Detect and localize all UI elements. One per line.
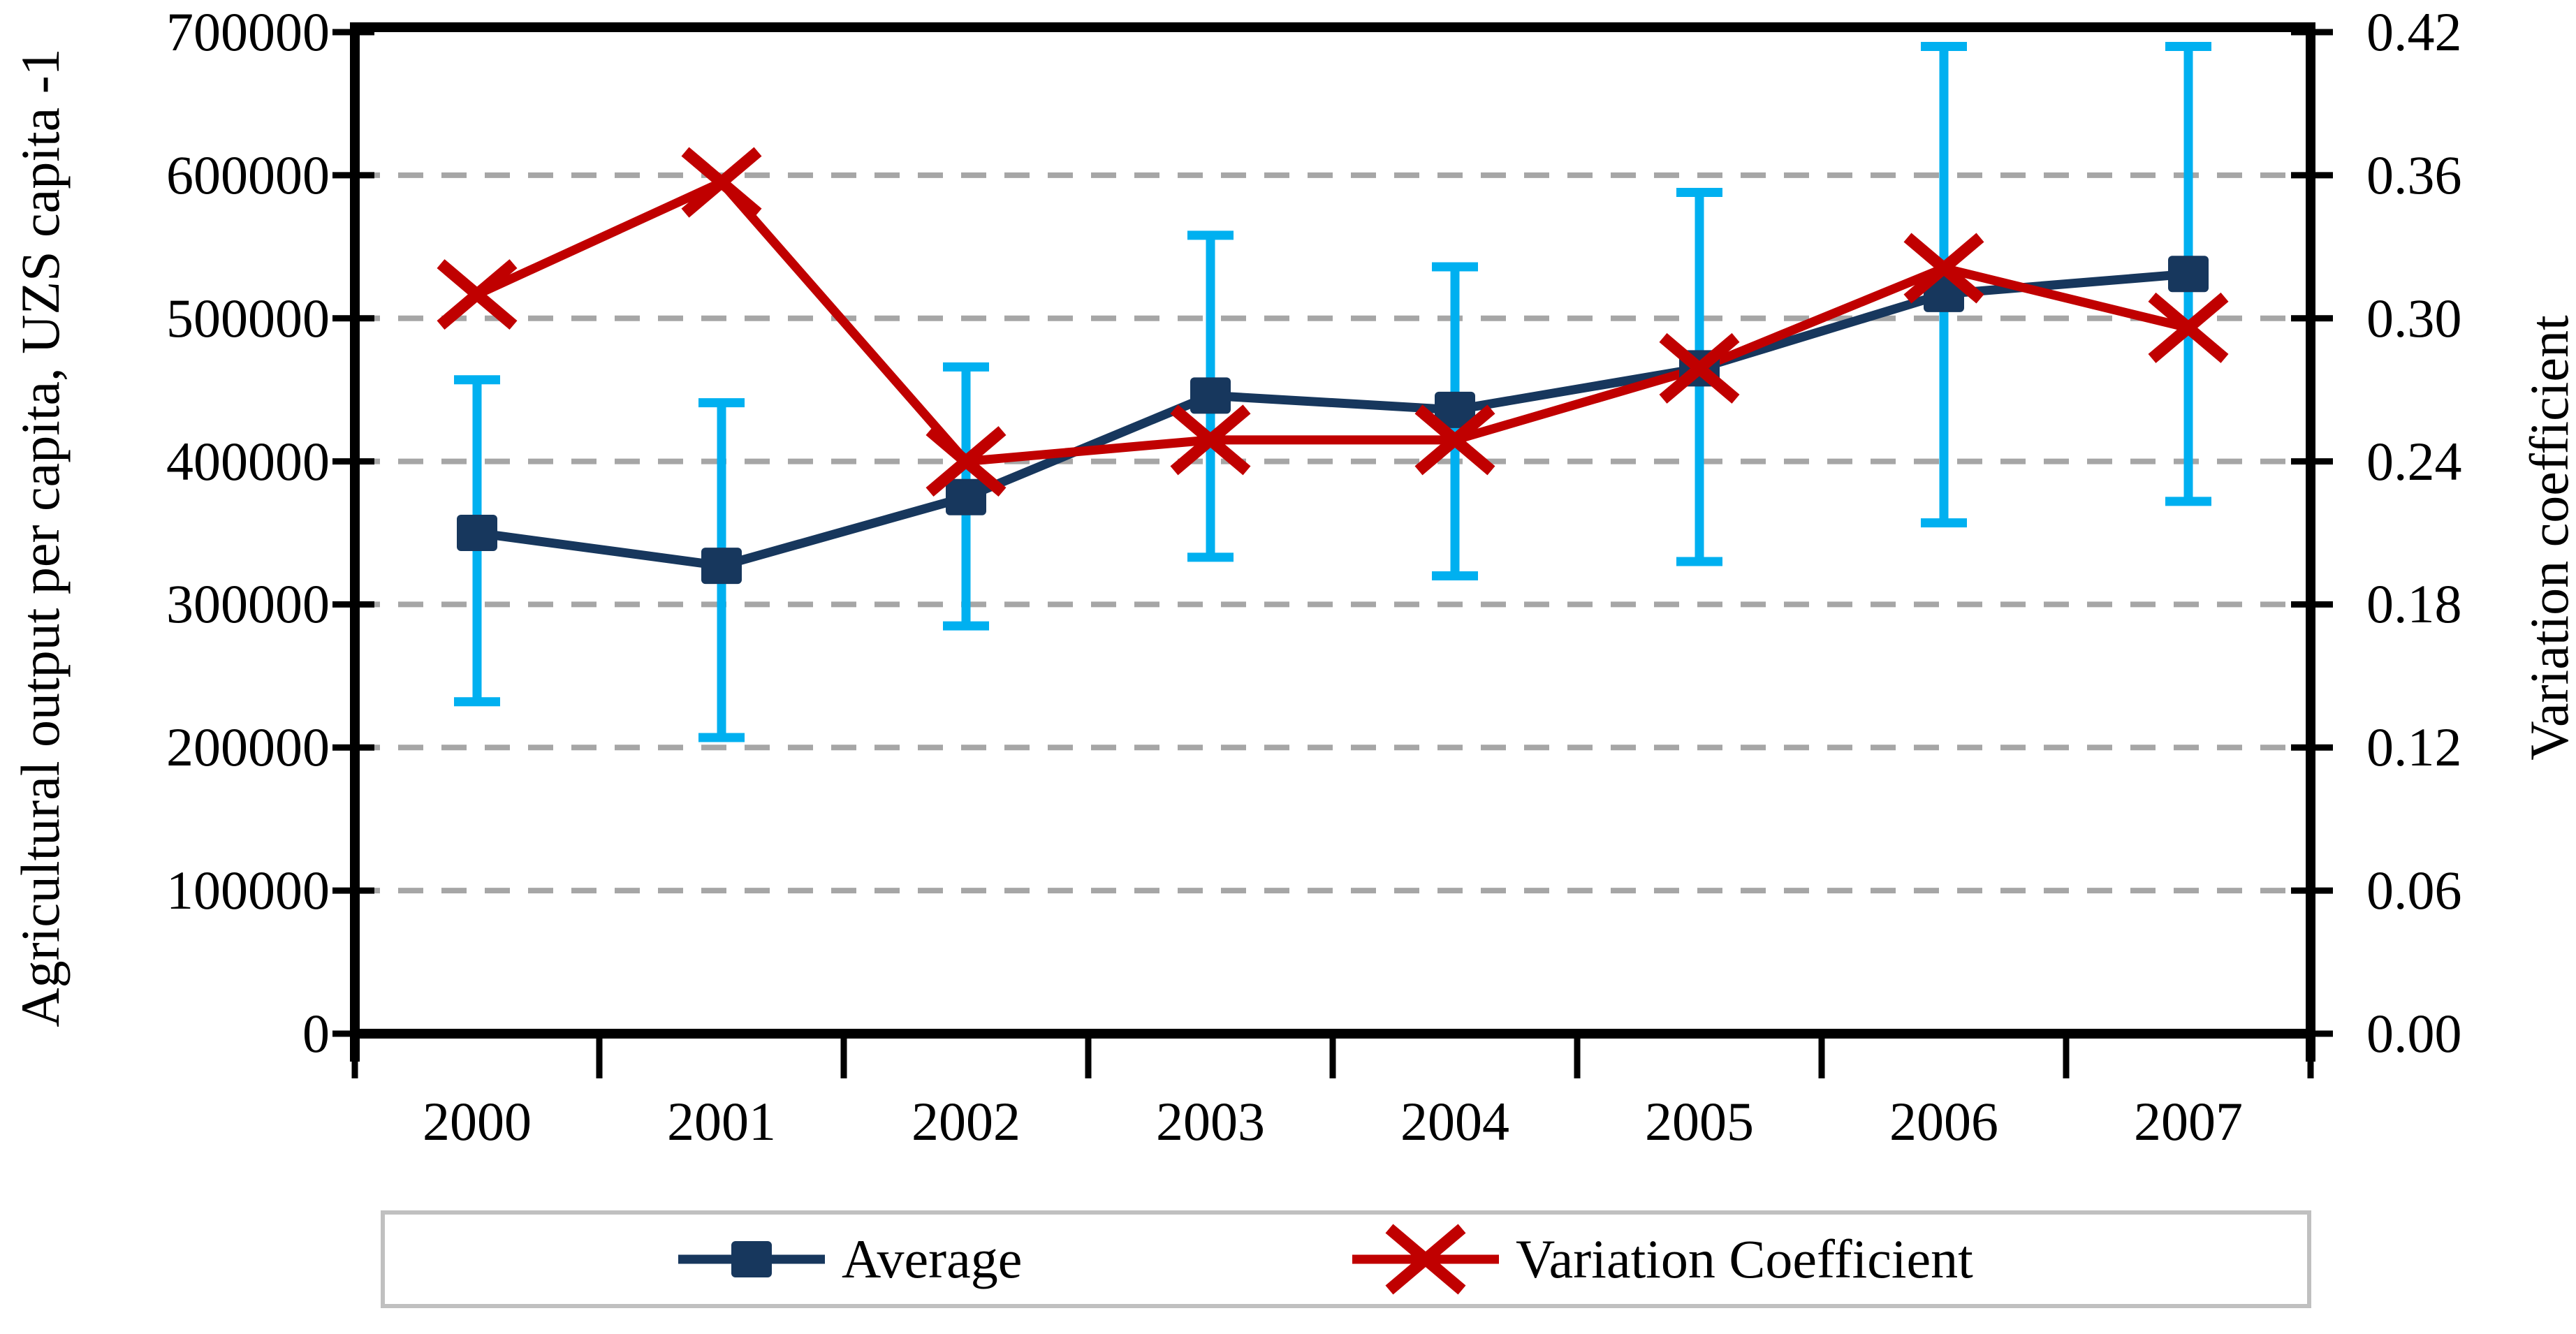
y-axis-tick-label-left: 700000 [166,1,330,62]
x-axis-tick-label: 2002 [912,1091,1020,1152]
y-axis-title-left: Agricultural output per capita, UZS capi… [10,48,71,1027]
average-marker [1190,377,1231,414]
x-axis-tick-label: 2000 [423,1091,532,1152]
average-marker [457,515,497,551]
legend-label-average: Average [842,1229,1023,1289]
y-axis-tick-label-right: 0.00 [2366,1003,2462,1064]
y-axis-tick-label-right: 0.06 [2366,860,2462,921]
y-axis-tick-label-right: 0.42 [2366,1,2462,62]
vc-marker [1170,404,1251,476]
vc-legend-marker-icon [1352,1224,1499,1295]
y-axis-tick-label-left: 500000 [166,287,330,349]
y-axis-tick-label-right: 0.18 [2366,573,2462,635]
vc-marker [1903,233,1984,304]
y-axis-tick-label-right: 0.24 [2366,430,2462,492]
x-axis-tick-label: 2003 [1156,1091,1265,1152]
legend-item-average: Average [678,1215,1022,1304]
vc-line [475,177,2190,467]
y-axis-tick-label-left: 100000 [166,860,330,921]
average-marker [1924,275,1964,312]
x-axis-tick-label: 2005 [1645,1091,1754,1152]
average-marker [2168,256,2209,293]
average-marker [701,548,742,585]
average-marker [946,478,986,515]
x-axis-tick-label: 2007 [2134,1091,2243,1152]
vc-marker [1659,332,1740,404]
legend-label-vc: Variation Coefficient [1516,1229,1973,1289]
y-axis-tick-label-left: 600000 [166,144,330,205]
vc-marker [681,147,762,218]
average-marker [1435,391,1475,428]
y-axis-tick-label-left: 200000 [166,717,330,778]
vc-marker [437,259,518,330]
average-line [476,269,2189,571]
y-axis-title-right: Variation coefficient [2519,315,2576,761]
y-axis-tick-label-left: 400000 [166,430,330,492]
y-axis-tick-label-left: 0 [302,1003,330,1064]
x-axis-tick-label: 2006 [1889,1091,1998,1152]
x-axis-tick-label: 2004 [1400,1091,1509,1152]
x-axis-tick-label: 2001 [667,1091,776,1152]
legend: Average Variation Coefficient [381,1210,2311,1308]
y-axis-tick-label-right: 0.12 [2366,717,2462,778]
average-legend-marker-icon [678,1241,825,1277]
vc-marker [925,426,1007,497]
vc-marker [1414,404,1495,476]
y-axis-tick-label-right: 0.30 [2366,287,2462,349]
y-axis-tick-label-right: 0.36 [2366,144,2462,205]
vc-marker [2148,292,2229,363]
y-axis-tick-label-left: 300000 [166,573,330,635]
legend-item-vc: Variation Coefficient [1352,1215,1973,1304]
